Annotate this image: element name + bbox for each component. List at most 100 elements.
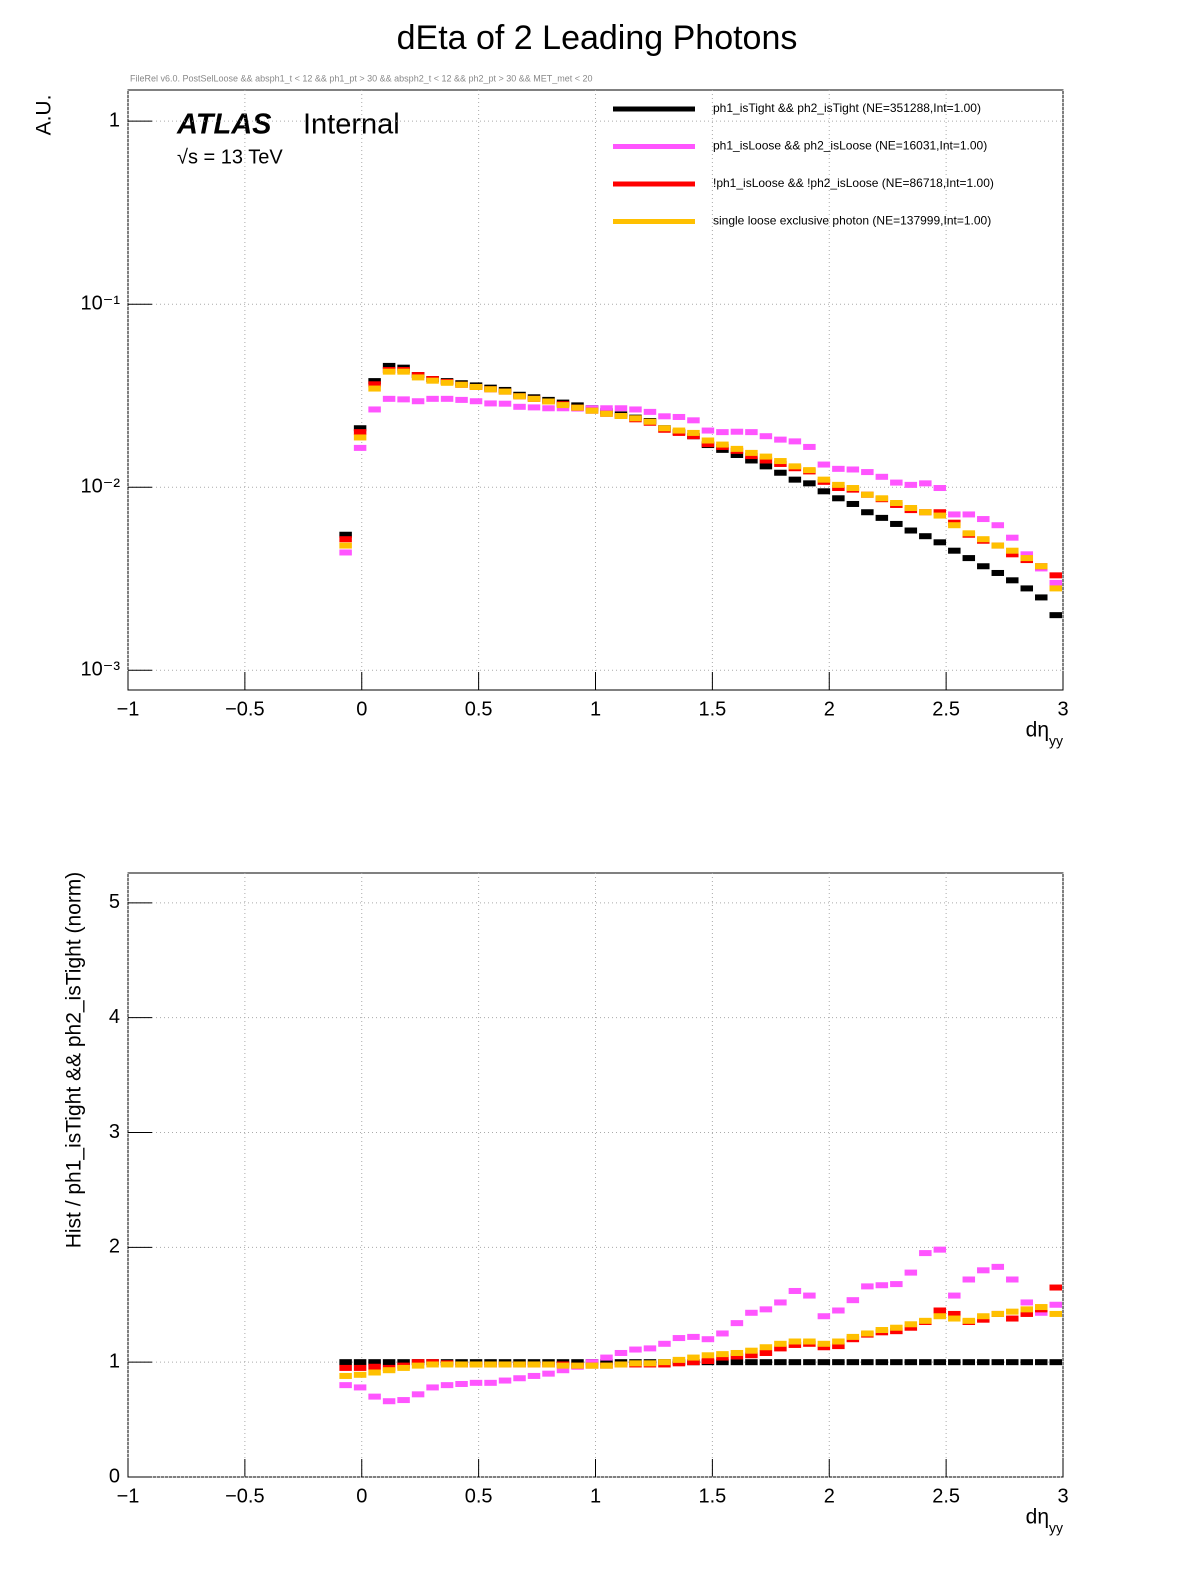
bin-marker	[556, 405, 570, 412]
bin-marker	[658, 425, 671, 432]
bin-marker	[368, 1369, 381, 1376]
bin-marker	[571, 1362, 584, 1369]
bin-marker	[339, 1359, 352, 1366]
bin-marker	[861, 1283, 874, 1290]
bin-marker	[803, 1338, 816, 1345]
bin-marker	[397, 1359, 410, 1366]
bin-marker	[832, 481, 845, 488]
bin-marker	[803, 480, 816, 487]
bin-marker	[948, 1359, 961, 1366]
bin-marker	[585, 407, 599, 414]
y-axis-title: Hist / ph1_isTight && ph2_isTight (norm)	[63, 872, 86, 1249]
bin-marker	[1020, 585, 1034, 592]
bin-marker	[730, 445, 744, 452]
bin-marker	[774, 469, 787, 476]
bin-marker	[397, 368, 410, 375]
bin-marker	[469, 1379, 483, 1386]
bin-marker	[397, 1364, 410, 1371]
bin-marker	[368, 385, 381, 392]
bin-marker	[368, 378, 381, 385]
x-tick-label: 0	[356, 698, 367, 720]
y-tick-label: 3	[109, 1121, 120, 1143]
bin-marker	[701, 437, 715, 444]
selection-note: FileRel v6.0. PostSelLoose && absph1_t <…	[130, 73, 593, 83]
bin-marker	[513, 1375, 526, 1382]
bin-marker	[600, 1362, 613, 1369]
bin-marker	[817, 1313, 831, 1320]
bin-marker	[948, 1315, 961, 1322]
bin-marker	[469, 1361, 483, 1368]
bin-marker	[745, 429, 758, 436]
bin-marker	[571, 1359, 584, 1366]
bin-marker	[832, 1338, 845, 1345]
bin-marker	[1049, 579, 1062, 586]
bin-marker	[730, 1349, 744, 1356]
bin-marker	[672, 427, 686, 434]
energy-label: √s = 13 TeV	[177, 146, 283, 168]
bin-marker	[716, 429, 729, 436]
bin-marker	[948, 1310, 961, 1317]
bin-marker	[832, 1359, 845, 1366]
bin-marker	[585, 1362, 599, 1369]
bin-marker	[962, 1317, 976, 1324]
bin-marker	[1035, 1309, 1048, 1316]
bin-marker	[701, 427, 715, 434]
bin-marker	[977, 536, 990, 543]
bin-marker	[759, 457, 773, 464]
bin-marker	[672, 1360, 686, 1367]
bin-marker	[977, 1313, 990, 1320]
bin-marker	[382, 1367, 396, 1374]
bin-marker	[484, 386, 497, 393]
bin-marker	[759, 1349, 773, 1356]
bin-marker	[919, 1317, 932, 1324]
bin-marker	[759, 433, 773, 440]
x-tick-label: 3	[1057, 698, 1068, 720]
bin-marker	[440, 1361, 454, 1368]
bin-marker	[556, 402, 570, 409]
bin-marker	[1006, 547, 1019, 554]
bin-marker	[600, 1359, 613, 1366]
bin-marker	[498, 400, 512, 407]
bin-marker	[890, 499, 903, 506]
bin-marker	[440, 379, 454, 386]
bin-marker	[861, 1330, 874, 1337]
bin-marker	[890, 1281, 903, 1288]
bin-marker	[556, 1367, 570, 1374]
bin-marker	[411, 1391, 425, 1398]
bin-marker	[556, 1362, 570, 1369]
bin-marker	[382, 1359, 396, 1366]
x-tick-label: 2.5	[932, 1485, 960, 1507]
bin-marker	[1006, 1359, 1019, 1366]
bin-marker	[339, 531, 352, 538]
y-tick-label: 1	[109, 1350, 120, 1372]
bin-marker	[846, 1297, 860, 1304]
x-axis-title-subscript: yy	[1049, 733, 1063, 749]
bin-marker	[745, 1352, 758, 1359]
bin-marker	[875, 1327, 889, 1334]
bin-marker	[1049, 572, 1062, 579]
bin-marker	[745, 457, 758, 464]
bin-marker	[382, 395, 396, 402]
x-axis-title: dη	[1026, 1506, 1049, 1529]
bin-marker	[861, 491, 874, 498]
bin-marker	[933, 1246, 947, 1253]
bin-marker	[977, 1267, 990, 1274]
bin-marker	[875, 514, 889, 521]
bin-marker	[846, 500, 860, 507]
bin-marker	[426, 1361, 439, 1368]
bin-marker	[353, 1384, 367, 1391]
bin-marker	[382, 1398, 396, 1405]
bin-marker	[948, 522, 961, 529]
bin-marker	[1020, 1359, 1034, 1366]
bin-marker	[469, 383, 483, 390]
bin-marker	[861, 1359, 874, 1366]
x-tick-label: −0.5	[225, 698, 264, 720]
bin-marker	[600, 1354, 613, 1361]
atlas-status: Internal	[303, 109, 400, 141]
bin-marker	[977, 1316, 990, 1323]
x-tick-label: 2	[824, 1485, 835, 1507]
bin-marker	[1006, 1308, 1019, 1315]
bin-marker	[962, 1359, 976, 1366]
bin-marker	[484, 1361, 497, 1368]
